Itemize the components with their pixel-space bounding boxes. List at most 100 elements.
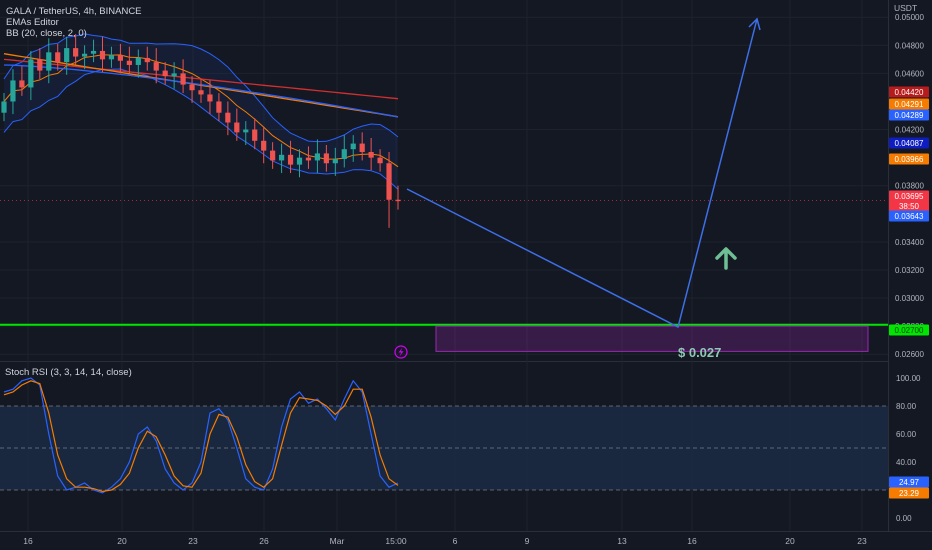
- price-badge-label: 38:50: [899, 202, 920, 211]
- candle-body: [216, 101, 222, 113]
- candle-body: [243, 129, 249, 133]
- price-badge-label: 0.04291: [895, 100, 924, 109]
- price-badge: [889, 324, 929, 336]
- price-badge-label: 0.03695: [895, 192, 924, 201]
- price-badge-label: 0.02700: [895, 326, 924, 335]
- candle-body: [73, 48, 79, 57]
- price-badge: [889, 109, 929, 121]
- rsi-tick-label: 60.00: [896, 430, 917, 439]
- price-tick-label: 0.02600: [895, 350, 924, 359]
- candle-body: [314, 153, 321, 161]
- price-badges: 0.04420 0.04291 0.04289 0.04087 0.03966 0.036…: [889, 86, 929, 499]
- candle-body: [359, 143, 365, 153]
- price-badge-label: 0.03643: [895, 212, 924, 221]
- candle-body: [55, 52, 61, 63]
- rsi-badge-label: 24.97: [899, 478, 920, 487]
- time-tick-label: 15:00: [385, 536, 407, 546]
- candle-body: [252, 129, 258, 141]
- candle-body: [225, 112, 231, 123]
- candle-body: [207, 94, 213, 102]
- candle-body: [117, 55, 124, 61]
- price-badge-label: 0.03966: [895, 155, 924, 164]
- candle-body: [234, 122, 240, 133]
- price-tick-label: 0.04600: [895, 69, 924, 78]
- price-tick-label: 0.03200: [895, 266, 924, 275]
- time-tick-label: 16: [687, 536, 697, 546]
- candle-body: [81, 53, 88, 57]
- candle-body: [189, 84, 195, 91]
- candle-body: [46, 52, 52, 71]
- stoch-k-line: [3, 377, 399, 494]
- time-tick-label: 23: [188, 536, 198, 546]
- candle-body: [332, 159, 338, 164]
- candle-body: [261, 140, 267, 151]
- time-tick-label: Mar: [330, 536, 345, 546]
- bb-upper-line: [3, 33, 399, 143]
- target-zone: [435, 325, 869, 352]
- bb-lower-line: [3, 68, 399, 190]
- rsi-tick-label: 100.00: [896, 374, 921, 383]
- ema-legend[interactable]: EMAs Editor: [6, 17, 59, 28]
- annotations: [0, 17, 888, 352]
- rsi-tick-label: 0.00: [896, 514, 912, 523]
- stoch-rsi-legend[interactable]: Stoch RSI (3, 3, 14, 14, close): [5, 367, 132, 378]
- price-badge-label: 0.04420: [895, 88, 924, 97]
- time-tick-label: 16: [23, 536, 33, 546]
- candle-body: [19, 80, 25, 88]
- time-axis-border: [0, 531, 932, 532]
- price-badge: [889, 98, 929, 110]
- time-tick-label: 23: [857, 536, 867, 546]
- candle-body: [126, 60, 132, 65]
- candle-body: [99, 50, 106, 60]
- rsi-tick-label: 40.00: [896, 458, 917, 467]
- price-badge: [889, 153, 929, 165]
- candle-body: [278, 154, 285, 161]
- candles[interactable]: [1, 34, 401, 228]
- target-label: $ 0.027: [678, 345, 721, 360]
- candle-body: [270, 150, 276, 161]
- stoch-d-line: [3, 380, 399, 493]
- rsi-band: [0, 405, 888, 491]
- candle-body: [162, 70, 168, 77]
- pane-divider: [0, 361, 888, 362]
- projection-arrowhead: [748, 17, 761, 31]
- price-badge-label: 0.04087: [895, 139, 924, 148]
- candle-body: [10, 80, 16, 102]
- projection-path: [406, 18, 758, 329]
- time-tick-label: 20: [117, 536, 127, 546]
- candle-body: [377, 157, 383, 164]
- candle-body: [171, 73, 177, 77]
- candle-body: [37, 59, 43, 71]
- price-tick-label: 0.03400: [895, 238, 924, 247]
- price-badge: [889, 210, 929, 222]
- time-tick-label: 9: [525, 536, 530, 546]
- price-axis-border: [888, 0, 889, 532]
- price-badge-label: 0.04289: [895, 111, 924, 120]
- candle-body: [395, 199, 401, 202]
- candle-body: [296, 157, 303, 165]
- lightning-icon[interactable]: [394, 345, 408, 359]
- time-tick-label: 13: [617, 536, 627, 546]
- bb-legend[interactable]: BB (20, close, 2, 0): [6, 28, 87, 39]
- candle-body: [153, 62, 159, 71]
- time-tick-label: 6: [453, 536, 458, 546]
- rsi-badge: [889, 487, 929, 499]
- price-badge: [889, 200, 929, 212]
- price-badge: [889, 190, 929, 202]
- price-tick-label: 0.03800: [895, 182, 924, 191]
- candle-body: [144, 57, 150, 63]
- candle-body: [368, 152, 374, 158]
- candle-body: [180, 73, 186, 85]
- rsi-badge: [889, 476, 929, 488]
- candle-body: [287, 154, 294, 165]
- price-badge: [889, 86, 929, 98]
- time-tick-label: 20: [785, 536, 795, 546]
- candle-body: [28, 59, 34, 88]
- ema-200-line: [3, 58, 399, 100]
- currency-label: USDT: [894, 3, 917, 13]
- rsi-lines: [3, 377, 399, 494]
- rsi-tick-label: 80.00: [896, 402, 917, 411]
- time-tick-label: 26: [259, 536, 269, 546]
- candle-body: [90, 50, 97, 54]
